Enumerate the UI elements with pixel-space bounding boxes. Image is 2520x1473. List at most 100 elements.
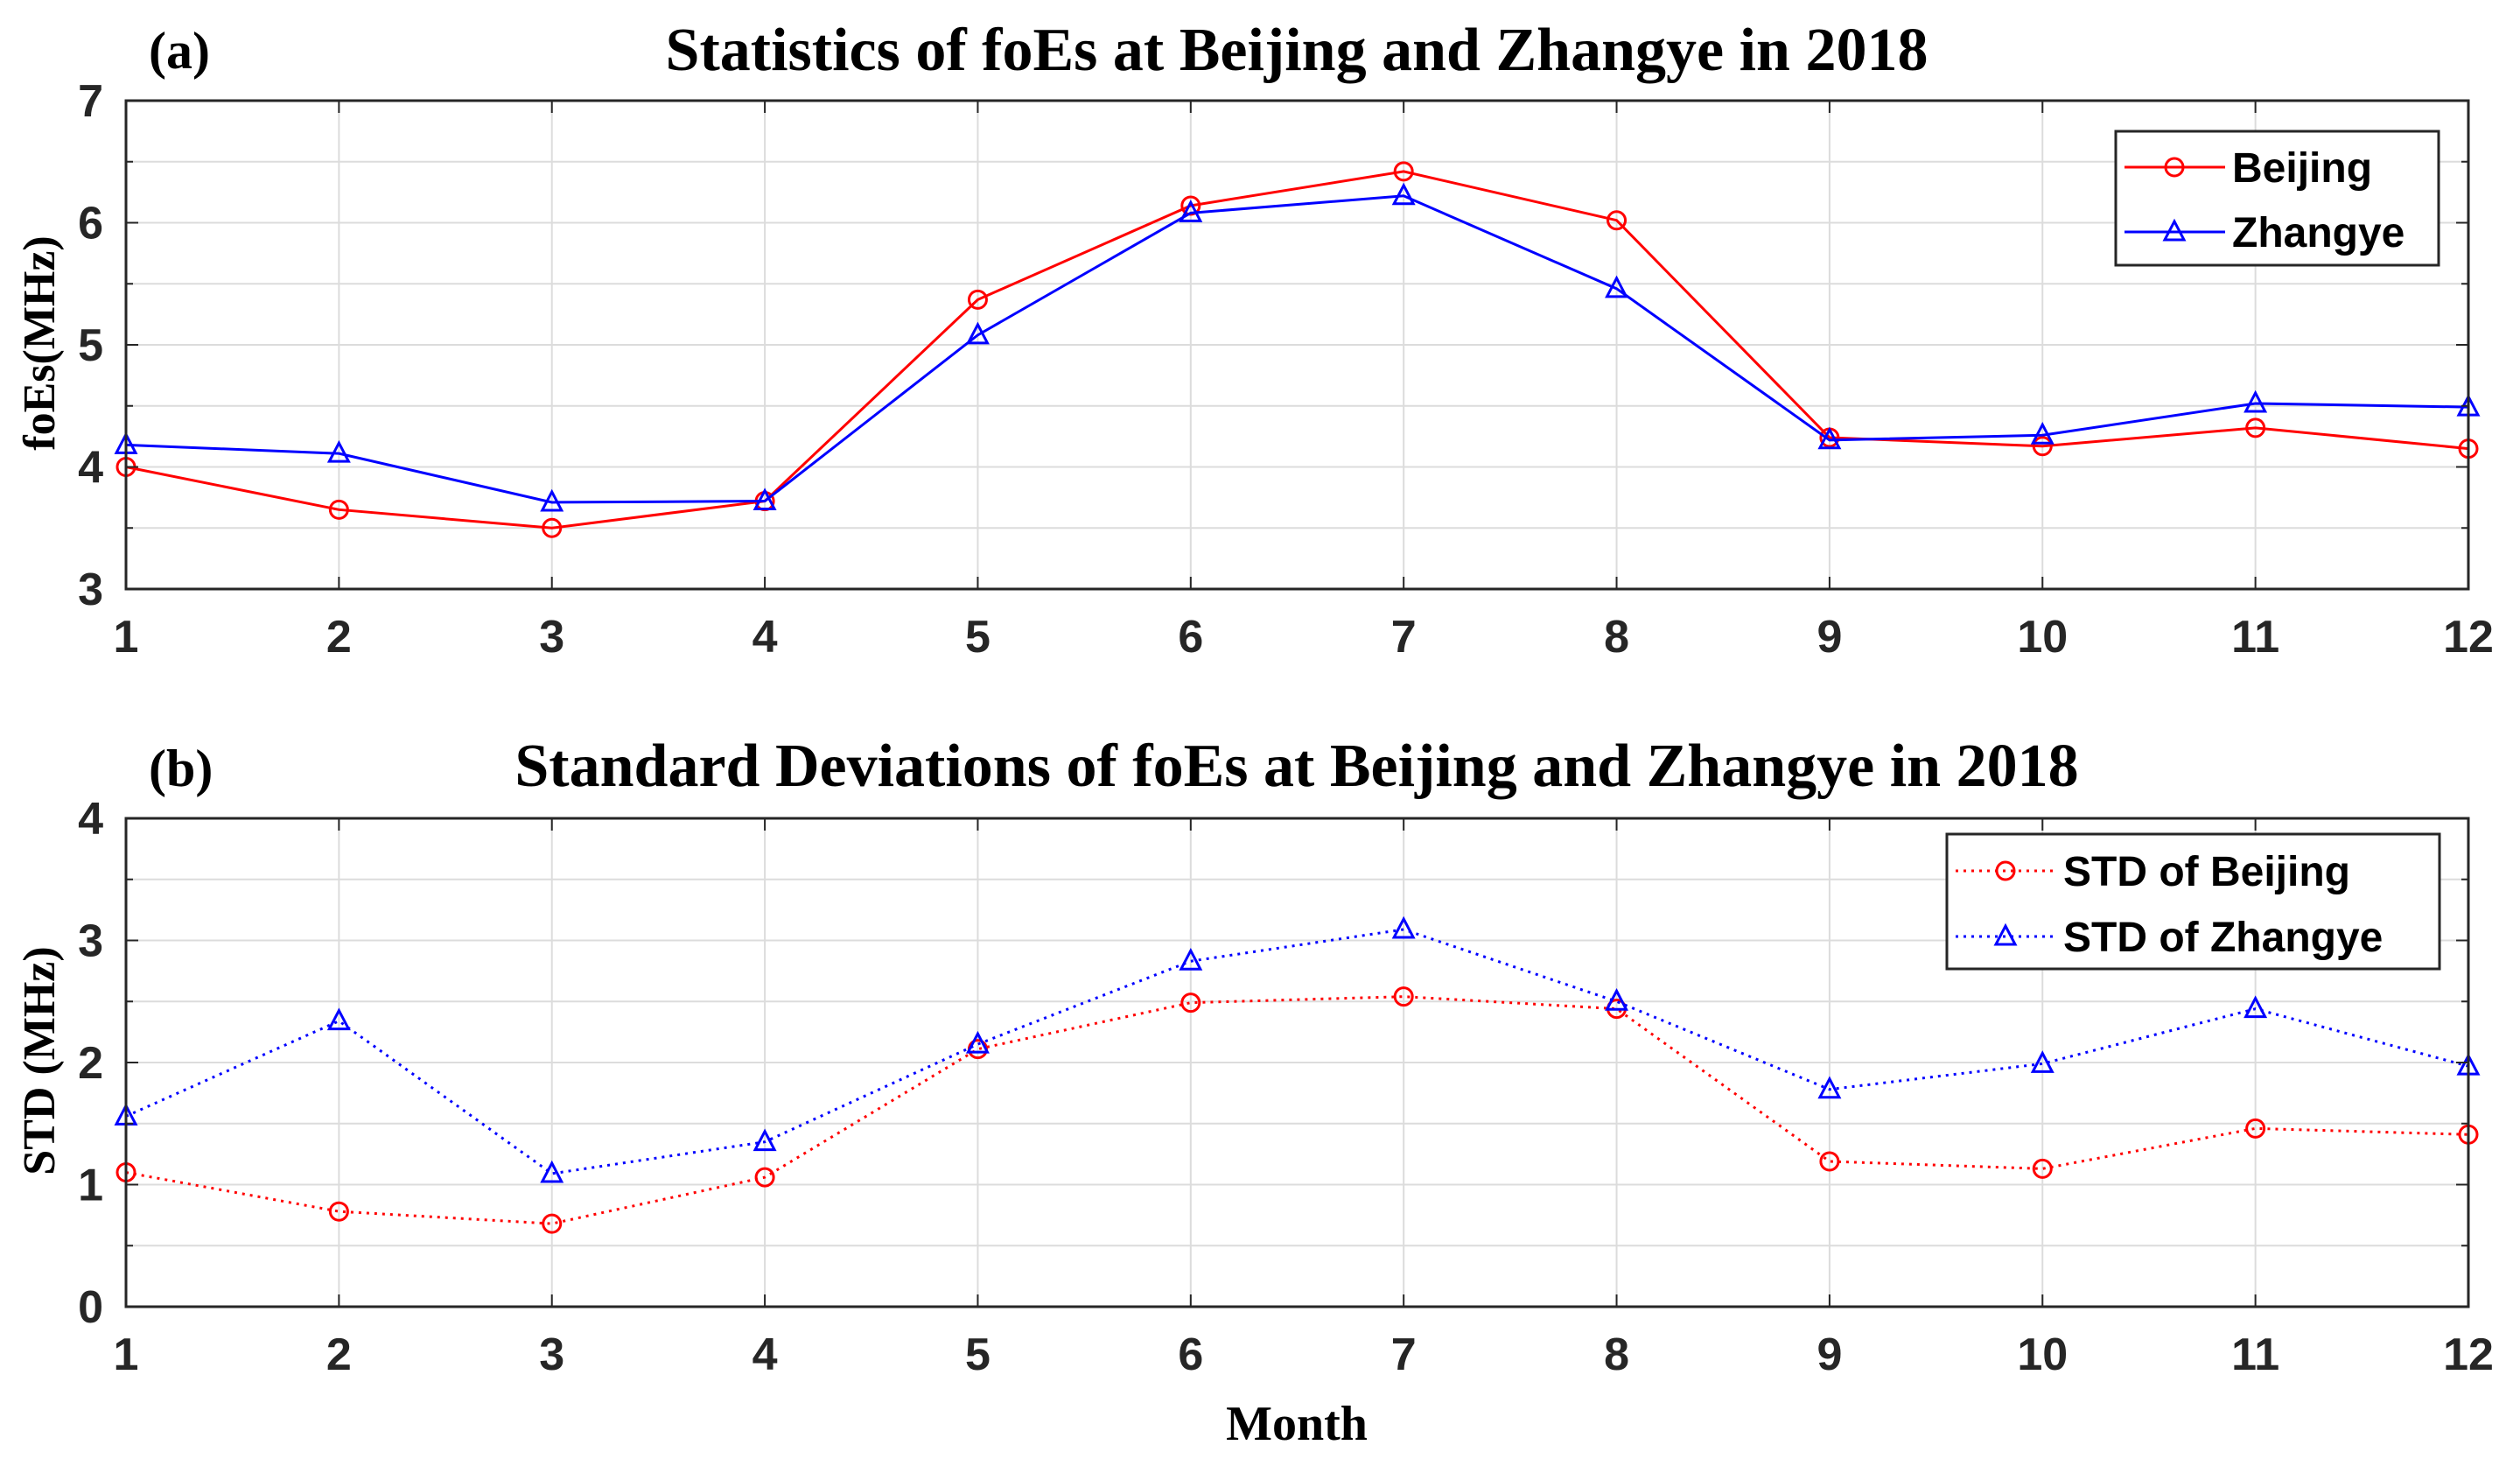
panel-b-legend: STD of Beijing STD of Zhangye (1945, 832, 2441, 971)
x-tick-label: 3 (539, 1329, 564, 1380)
y-tick-label: 1 (78, 1161, 103, 1211)
x-tick-label: 2 (326, 612, 352, 663)
legend-zhangye-label: Zhangye (2232, 210, 2404, 256)
x-tick-label: 9 (1816, 1329, 1842, 1380)
data-point-marker (540, 1160, 564, 1183)
data-point-marker (326, 1007, 351, 1031)
panel-a-title: Statistics of foEs at Beijing and Zhangy… (666, 17, 1928, 84)
panel-b-frame (124, 817, 2470, 1308)
legend-std-zhangye-label: STD of Zhangye (2063, 915, 2383, 961)
panel-b-y-axis-label: STD (MHz) (15, 946, 65, 1175)
data-point-marker (1819, 1151, 1840, 1172)
x-tick-label: 8 (1604, 1329, 1629, 1380)
x-tick-label: 6 (1178, 612, 1203, 663)
data-point-marker (540, 488, 564, 512)
legend-std-zhangye-marker (1993, 922, 2018, 946)
series-line-std-of-beijing (125, 995, 2469, 1225)
legend-zhangye-marker (2162, 218, 2187, 242)
x-tick-label: 3 (539, 612, 564, 663)
x-tick-label: 4 (752, 612, 778, 663)
x-tick-label: 11 (2231, 612, 2279, 663)
data-point-marker (965, 1030, 990, 1054)
y-tick-label: 7 (78, 76, 103, 127)
panel-a-legend: Beijing Zhangye (2114, 130, 2440, 267)
data-point-marker (1179, 947, 1203, 971)
data-point-marker (1605, 988, 1629, 1011)
data-point-marker (965, 321, 990, 345)
panel-b: (b) Standard Deviations of foEs at Beiji… (15, 733, 2494, 1451)
panel-b-x-axis-label: Month (1226, 1397, 1368, 1451)
x-tick-label: 7 (1391, 1329, 1417, 1380)
y-tick-label: 3 (78, 565, 103, 615)
panel-b-legend-box (1945, 832, 2441, 971)
data-point-marker (1606, 210, 1628, 231)
panel-a-label: (a) (149, 22, 210, 80)
data-point-marker (754, 1167, 775, 1188)
x-tick-label: 12 (2443, 1329, 2494, 1380)
legend-std-beijing-marker (1995, 860, 2016, 881)
legend-beijing-marker (2164, 157, 2185, 178)
x-tick-label: 10 (2017, 612, 2068, 663)
data-point-marker (2030, 421, 2054, 445)
series-line-zhangye (125, 194, 2469, 504)
data-point-marker (1179, 200, 1203, 222)
data-point-marker (1391, 182, 1416, 206)
data-point-marker (326, 439, 351, 463)
data-point-marker (2244, 995, 2268, 1019)
data-point-marker (752, 487, 777, 511)
panel-b-series (114, 915, 2481, 1234)
data-point-marker (2032, 436, 2053, 457)
data-point-marker (2245, 1118, 2266, 1139)
x-tick-label: 7 (1391, 612, 1417, 663)
data-point-marker (1393, 986, 1414, 1007)
data-point-marker (2030, 1050, 2054, 1073)
data-point-marker (1180, 993, 1201, 1014)
data-point-marker (2032, 1158, 2053, 1179)
panel-b-title: Standard Deviations of foEs at Beijing a… (514, 733, 2078, 800)
panel-a: (a) Statistics of foEs at Beijing and Zh… (15, 17, 2494, 663)
data-point-marker (2245, 417, 2266, 438)
y-tick-label: 2 (78, 1038, 103, 1089)
data-point-marker (2244, 389, 2268, 413)
series-line-std-of-zhangye (125, 928, 2469, 1175)
y-tick-label: 3 (78, 916, 103, 967)
legend-beijing-label: Beijing (2232, 145, 2372, 192)
panel-a-legend-box (2114, 130, 2440, 267)
panel-a-frame (124, 99, 2470, 591)
x-tick-label: 2 (326, 1329, 352, 1380)
x-tick-label: 6 (1178, 1329, 1203, 1380)
y-tick-label: 6 (78, 199, 103, 249)
x-tick-label: 1 (114, 1329, 139, 1380)
panel-b-label: (b) (149, 740, 213, 797)
data-point-marker (1605, 275, 1629, 298)
x-tick-label: 1 (114, 612, 139, 663)
y-tick-label: 5 (78, 320, 103, 371)
data-point-marker (328, 499, 349, 520)
x-tick-label: 5 (965, 612, 990, 663)
panel-a-y-axis-label: foEs(MHz) (15, 235, 65, 450)
series-line-beijing (125, 170, 2469, 530)
legend-std-beijing-label: STD of Beijing (2063, 849, 2350, 895)
data-point-marker (967, 289, 988, 310)
data-point-marker (752, 1128, 777, 1152)
y-tick-label: 4 (78, 443, 103, 494)
x-tick-label: 10 (2017, 1329, 2068, 1380)
x-tick-label: 11 (2231, 1329, 2279, 1380)
data-point-marker (1817, 426, 1842, 450)
x-tick-label: 4 (752, 1329, 778, 1380)
x-tick-label: 5 (965, 1329, 990, 1380)
x-tick-label: 9 (1816, 612, 1842, 663)
data-point-marker (542, 1213, 563, 1234)
data-point-marker (1393, 161, 1414, 182)
data-point-marker (1391, 915, 1416, 939)
x-tick-label: 12 (2443, 612, 2494, 663)
data-point-marker (328, 1201, 349, 1222)
data-point-marker (542, 517, 563, 538)
y-tick-label: 0 (78, 1282, 103, 1333)
data-point-marker (1817, 1076, 1842, 1099)
y-tick-label: 4 (78, 794, 103, 845)
x-tick-label: 8 (1604, 612, 1629, 663)
